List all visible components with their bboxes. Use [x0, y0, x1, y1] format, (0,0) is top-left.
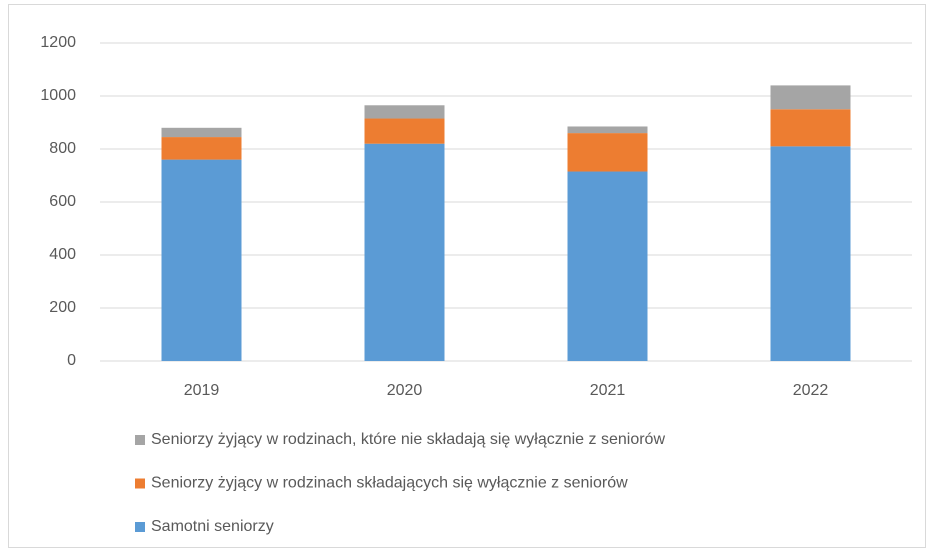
- bar-segment: [364, 105, 445, 119]
- y-tick-label: 0: [67, 352, 76, 369]
- x-tick-label: 2021: [590, 382, 626, 399]
- bar-segment: [770, 85, 851, 110]
- bar-segment: [364, 143, 445, 361]
- bar-segment: [567, 171, 648, 361]
- y-tick-label: 1000: [40, 87, 76, 104]
- legend-swatch: [135, 478, 145, 489]
- bar-segment: [364, 118, 445, 144]
- y-tick-label: 600: [49, 193, 76, 210]
- legend-label: Samotni seniorzy: [151, 518, 274, 535]
- bar-segment: [567, 126, 648, 134]
- bar-segment: [161, 159, 242, 361]
- x-tick-label: 2022: [793, 382, 829, 399]
- y-tick-label: 400: [49, 246, 76, 263]
- bar-segment: [161, 137, 242, 160]
- legend-label: Seniorzy żyjący w rodzinach, które nie s…: [151, 431, 665, 448]
- y-tick-label: 800: [49, 140, 76, 157]
- y-tick-label: 200: [49, 299, 76, 316]
- x-tick-label: 2019: [184, 382, 220, 399]
- bar-segment: [770, 109, 851, 147]
- legend-swatch: [135, 435, 145, 445]
- legend-swatch: [135, 522, 145, 532]
- x-tick-label: 2020: [387, 382, 423, 399]
- legend-label: Seniorzy żyjący w rodzinach składających…: [151, 475, 628, 492]
- bar-segment: [567, 133, 648, 172]
- y-tick-label: 1200: [40, 34, 76, 51]
- bar-segment: [161, 127, 242, 138]
- bar-segment: [770, 146, 851, 361]
